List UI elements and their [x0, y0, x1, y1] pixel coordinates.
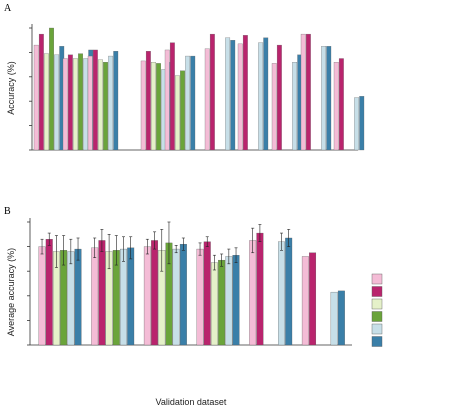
panel-a-bar — [33, 44, 39, 151]
panel-a-bar — [263, 37, 269, 151]
panel-a-bar — [338, 58, 344, 151]
panel-b-bar — [249, 240, 257, 346]
panel-a-bar — [180, 70, 185, 151]
panel-a-bar — [108, 55, 114, 151]
panel-a-bar — [321, 46, 327, 151]
panel-a-bar — [67, 54, 73, 151]
panel-b-bar — [143, 246, 151, 346]
panel-b-bar — [301, 256, 309, 346]
panel-a-bar — [326, 46, 332, 151]
panel-b-bar — [225, 256, 233, 346]
legend-swatch — [371, 298, 383, 310]
panel-a-bar — [359, 96, 365, 151]
panel-a-bar — [156, 63, 161, 151]
panel-b-bar — [127, 247, 135, 346]
panel-a-bar — [237, 43, 243, 151]
panel-a-letter: A — [4, 3, 12, 14]
panel-a-bar — [145, 51, 151, 151]
panel-a-bar — [225, 37, 231, 151]
panel-a-bar — [140, 60, 146, 151]
panel-b-bar — [337, 290, 345, 346]
panel-b-bar — [196, 248, 204, 346]
panel-b-bar — [98, 240, 106, 346]
panel-a-bar — [258, 42, 264, 151]
panel-b-bar — [179, 243, 187, 346]
panel-a-bar — [175, 75, 180, 151]
panel-a-bar — [113, 51, 119, 151]
panel-a-bar — [169, 42, 175, 151]
panel-a-bar — [185, 55, 191, 151]
panel-a-bar — [151, 62, 156, 151]
panel-a-bar — [230, 40, 236, 151]
panel-a-bar — [54, 54, 60, 151]
panel-a-bar — [292, 62, 298, 151]
panel-a-bar — [87, 55, 93, 151]
panel-b-xlabel: Validation dataset — [156, 397, 227, 407]
panel-a-bar — [204, 48, 210, 151]
panel-b-bar — [256, 232, 264, 346]
panel-b-bar — [120, 248, 127, 346]
panel-b-bar — [278, 241, 285, 346]
panel-a-bar — [209, 33, 215, 151]
legend-swatch — [371, 286, 383, 297]
panel-a-bar — [78, 53, 83, 151]
panel-b-bar — [285, 237, 293, 346]
panel-b-bar — [218, 259, 226, 346]
panel-b-letter: B — [4, 206, 11, 217]
panel-a-bar — [164, 49, 170, 151]
panel-b-bar — [232, 255, 240, 346]
panel-b-bar — [309, 252, 317, 346]
panel-a-bar — [103, 62, 108, 151]
legend-swatch — [371, 311, 383, 322]
panel-b-bar — [210, 262, 218, 346]
panel-a-bar — [305, 33, 311, 151]
panel-a-bar — [44, 53, 49, 151]
panel-a-bar — [276, 44, 282, 151]
panel-b-bar — [91, 247, 99, 346]
panel-a-bar — [98, 59, 103, 151]
panel-b-bar — [38, 246, 46, 346]
panel-a-bar — [333, 62, 339, 151]
panel-b-ylabel: Average accuracy (%) — [6, 248, 16, 336]
panel-a-bar — [83, 58, 89, 151]
panel-a-bar — [242, 35, 248, 151]
panel-b-bar — [151, 240, 159, 346]
panel-a-bar — [73, 58, 78, 151]
panel-b-bar — [74, 248, 82, 346]
panel-a-bar — [354, 97, 360, 151]
panel-b-bar — [330, 291, 338, 346]
panel-a-bar — [271, 63, 277, 151]
panel-b-bar — [203, 241, 211, 346]
panel-a-bar — [92, 49, 98, 151]
legend-swatch — [371, 336, 383, 347]
panel-a-bar — [38, 33, 44, 151]
panel-b-bar — [172, 248, 180, 346]
panel-a-bar — [49, 27, 54, 151]
panel-b-bar — [45, 239, 53, 346]
panel-a-ylabel: Accuracy (%) — [6, 61, 16, 115]
legend-swatch — [371, 273, 383, 285]
panel-a-bar — [62, 58, 68, 151]
panel-a-bar — [190, 55, 196, 151]
panel-a-bar — [300, 33, 306, 151]
panel-b-bar — [67, 251, 75, 346]
legend-swatch — [371, 323, 383, 335]
